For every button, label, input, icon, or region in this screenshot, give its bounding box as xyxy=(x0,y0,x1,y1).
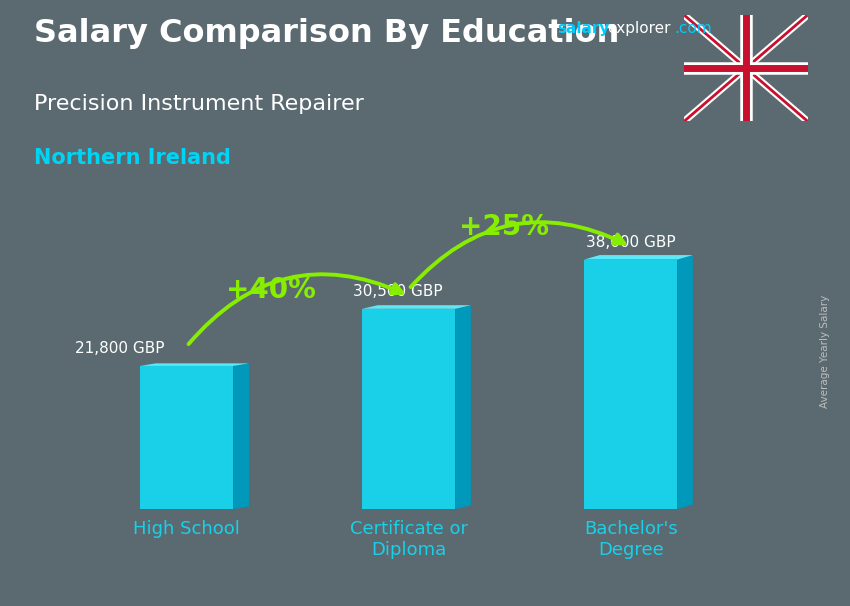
FancyArrowPatch shape xyxy=(189,275,402,344)
Polygon shape xyxy=(677,255,693,509)
Polygon shape xyxy=(234,364,249,509)
Text: 21,800 GBP: 21,800 GBP xyxy=(76,341,165,356)
Text: Precision Instrument Repairer: Precision Instrument Repairer xyxy=(34,94,364,114)
FancyArrowPatch shape xyxy=(411,222,624,287)
Text: Average Yearly Salary: Average Yearly Salary xyxy=(820,295,830,408)
Polygon shape xyxy=(456,305,471,509)
Text: 38,000 GBP: 38,000 GBP xyxy=(586,235,676,250)
Text: +40%: +40% xyxy=(226,276,316,304)
Polygon shape xyxy=(140,364,249,366)
Polygon shape xyxy=(362,305,471,309)
Text: Salary Comparison By Education: Salary Comparison By Education xyxy=(34,18,620,49)
Text: .com: .com xyxy=(674,21,711,36)
Text: +25%: +25% xyxy=(459,213,549,241)
Bar xyxy=(584,259,677,509)
Bar xyxy=(362,309,456,509)
Bar xyxy=(140,366,234,509)
Text: salary: salary xyxy=(557,21,609,36)
Text: Northern Ireland: Northern Ireland xyxy=(34,148,231,168)
Polygon shape xyxy=(584,255,693,259)
Text: 30,500 GBP: 30,500 GBP xyxy=(353,284,443,299)
Text: explorer: explorer xyxy=(607,21,671,36)
